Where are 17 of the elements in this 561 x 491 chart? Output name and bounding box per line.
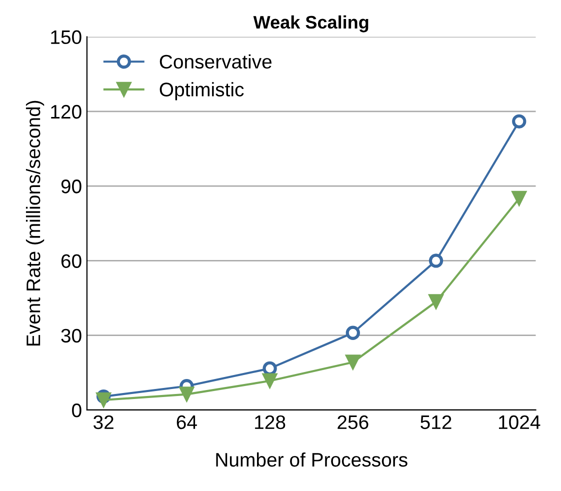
chart-title: Weak Scaling [253, 15, 368, 32]
y-axis-title: Event Rate (millions/second) [26, 100, 44, 346]
x-tick-label: 64 [176, 415, 197, 430]
x-tick-label: 128 [255, 415, 286, 430]
y-tick-label: 150 [51, 30, 82, 44]
x-tick-label: 32 [94, 415, 114, 430]
x-tick-label: 256 [338, 415, 368, 430]
y-tick-label: 0 [72, 403, 82, 418]
y-tick-label: 90 [61, 180, 82, 194]
x-axis-title: Number of Processors [216, 452, 408, 467]
x-tick-label: 1024 [498, 415, 540, 430]
y-tick-label: 30 [61, 328, 82, 343]
y-tick-label: 120 [51, 104, 82, 119]
legend-label: Conservative [160, 54, 272, 69]
y-tick-label: 60 [61, 254, 82, 268]
x-tick-label: 512 [420, 415, 452, 430]
legend-label: Optimistic [160, 82, 244, 100]
